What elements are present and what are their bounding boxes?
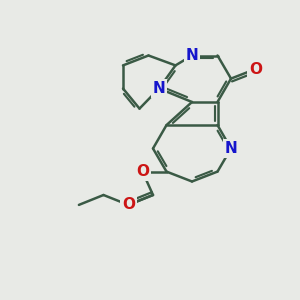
Text: N: N: [225, 141, 237, 156]
Text: O: O: [249, 61, 262, 76]
Text: O: O: [122, 197, 135, 212]
Text: N: N: [186, 48, 198, 63]
Text: O: O: [136, 164, 149, 179]
Text: N: N: [153, 81, 165, 96]
